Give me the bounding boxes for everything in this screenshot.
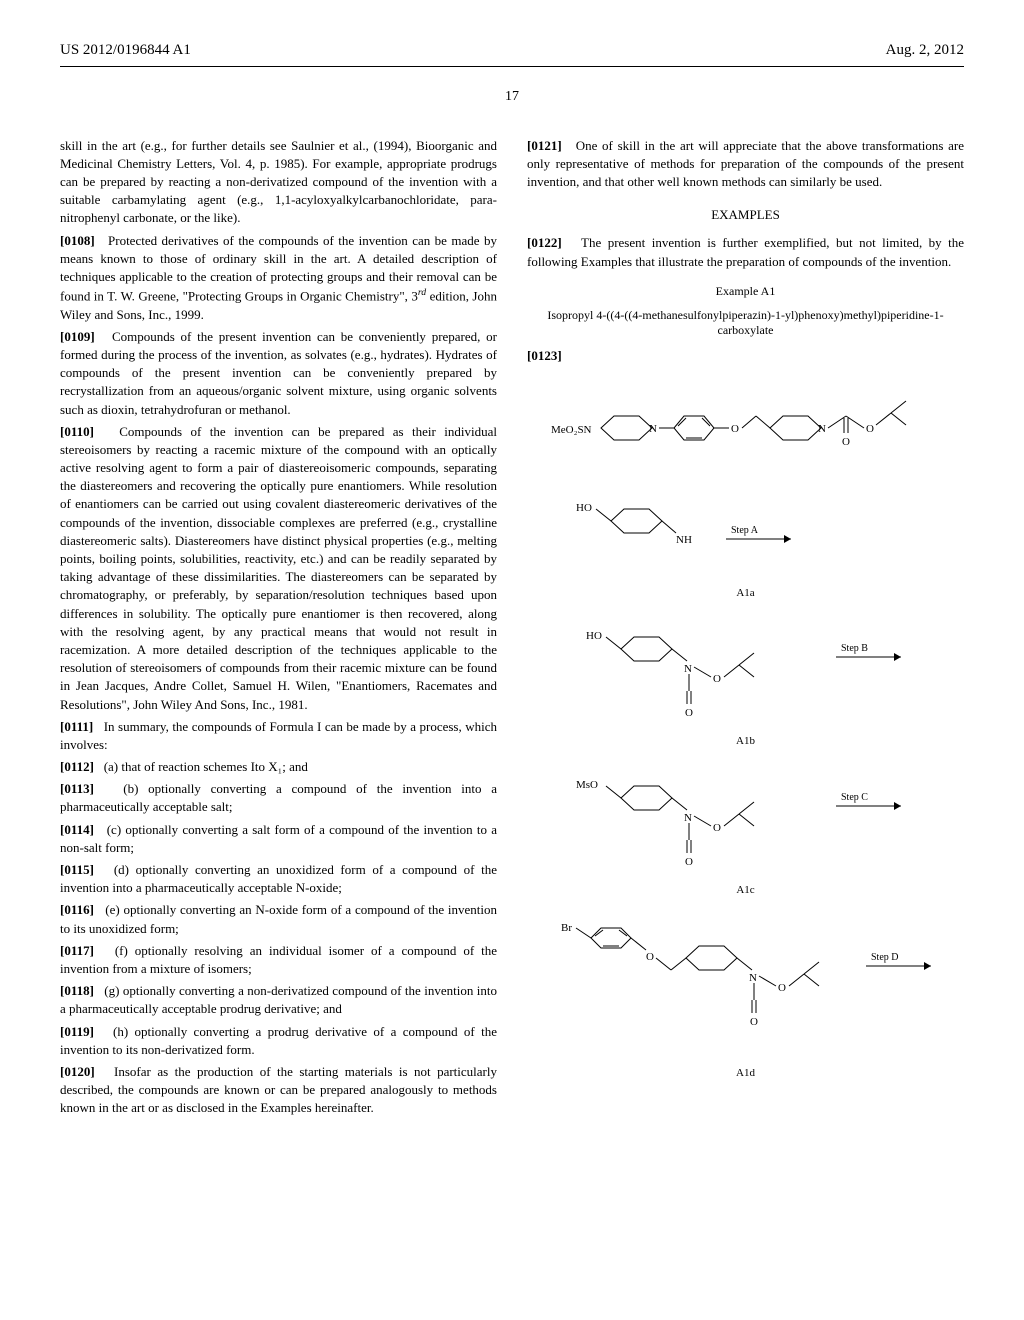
para-num-0108: [0108] [60, 233, 95, 248]
examples-header: EXAMPLES [527, 206, 964, 224]
svg-text:O: O [646, 951, 654, 963]
para-text-0113: (b) optionally converting a compound of … [60, 781, 497, 814]
para-num-0113: [0113] [60, 781, 94, 796]
svg-text:O: O [842, 436, 850, 448]
diagram-a1a: HO NH Step A A1a [527, 491, 964, 601]
svg-text:O: O [685, 707, 693, 719]
para-text-0111: In summary, the compounds of Formula I c… [60, 719, 497, 752]
svg-text:O: O [713, 822, 721, 834]
para-num-0119: [0119] [60, 1024, 94, 1039]
para-text-0121: One of skill in the art will appreciate … [527, 138, 964, 189]
para-text-0110: Compounds of the invention can be prepar… [60, 424, 497, 712]
paragraph-0112: [0112] (a) that of reaction schemes Ito … [60, 758, 497, 776]
para-text-0114: (c) optionally converting a salt form of… [60, 822, 497, 855]
paragraph-0120: [0120] Insofar as the production of the … [60, 1063, 497, 1118]
publication-number: US 2012/0196844 A1 [60, 40, 191, 61]
paragraph-0118: [0118] (g) optionally converting a non-d… [60, 982, 497, 1018]
para-text-0117: (f) optionally resolving an individual i… [60, 943, 497, 976]
paragraph-0122: [0122] The present invention is further … [527, 234, 964, 270]
content-columns: skill in the art (e.g., for further deta… [60, 137, 964, 1122]
diagram-a1b: HO N O O [527, 619, 964, 749]
svg-text:Step A: Step A [731, 525, 759, 536]
label-a1b: A1b [527, 734, 964, 749]
label-a1d: A1d [527, 1066, 964, 1081]
para-num-0111: [0111] [60, 719, 93, 734]
page-number: 17 [60, 87, 964, 107]
diagram-a1d: Br O N [527, 916, 964, 1081]
para-num-0120: [0120] [60, 1064, 95, 1079]
svg-text:O: O [866, 423, 874, 435]
paragraph-0108: [0108] Protected derivatives of the comp… [60, 232, 497, 324]
paragraph-0121: [0121] One of skill in the art will appr… [527, 137, 964, 192]
svg-text:Step B: Step B [841, 643, 868, 654]
para-num-0118: [0118] [60, 983, 94, 998]
para-num-0109: [0109] [60, 329, 95, 344]
para-text-0116: (e) optionally converting an N-oxide for… [60, 902, 497, 935]
svg-text:NH: NH [676, 534, 692, 546]
para-num-0112: [0112] [60, 759, 94, 774]
svg-text:N: N [649, 423, 657, 435]
para-num-0122: [0122] [527, 235, 562, 250]
para-num-0114: [0114] [60, 822, 94, 837]
svg-text:O: O [750, 1016, 758, 1028]
paragraph-0110: [0110] Compounds of the invention can be… [60, 423, 497, 714]
para-text-0119: (h) optionally converting a prodrug deri… [60, 1024, 497, 1057]
right-column: [0121] One of skill in the art will appr… [527, 137, 964, 1122]
svg-text:Step D: Step D [871, 952, 899, 963]
svg-text:N: N [684, 663, 692, 675]
paragraph-0116: [0116] (e) optionally converting an N-ox… [60, 901, 497, 937]
para-text-0120: Insofar as the production of the startin… [60, 1064, 497, 1115]
paragraph-0109: [0109] Compounds of the present inventio… [60, 328, 497, 419]
svg-text:HO: HO [576, 502, 592, 514]
svg-text:N: N [749, 972, 757, 984]
paragraph-0123: [0123] [527, 347, 964, 365]
page-header: US 2012/0196844 A1 Aug. 2, 2012 [60, 40, 964, 67]
paragraph-0111: [0111] In summary, the compounds of Form… [60, 718, 497, 754]
left-column: skill in the art (e.g., for further deta… [60, 137, 497, 1122]
svg-text:N: N [684, 812, 692, 824]
svg-text:N: N [818, 423, 826, 435]
para-text-0109: Compounds of the present invention can b… [60, 329, 497, 417]
svg-text:Step C: Step C [841, 792, 868, 803]
diagram-a1c: MsO N O O [527, 768, 964, 898]
svg-text:O: O [778, 982, 786, 994]
svg-text:MsO: MsO [576, 779, 598, 791]
publication-date: Aug. 2, 2012 [886, 40, 964, 61]
paragraph-0119: [0119] (h) optionally converting a prodr… [60, 1023, 497, 1059]
svg-text:O: O [685, 856, 693, 868]
label-a1c: A1c [527, 883, 964, 898]
example-a1-header: Example A1 [527, 283, 964, 300]
compound-title: Isopropyl 4-((4-((4-methanesulfonylpiper… [527, 308, 964, 339]
paragraph-0117: [0117] (f) optionally resolving an indiv… [60, 942, 497, 978]
para-text-0112: (a) that of reaction schemes Ito X₁; and [104, 759, 308, 774]
chemistry-diagrams: MeO₂SN N O [527, 383, 964, 1082]
paragraph-0114: [0114] (c) optionally converting a salt … [60, 821, 497, 857]
paragraph-0115: [0115] (d) optionally converting an unox… [60, 861, 497, 897]
paragraph-0113: [0113] (b) optionally converting a compo… [60, 780, 497, 816]
svg-text:O: O [731, 423, 739, 435]
para-num-0115: [0115] [60, 862, 94, 877]
svg-text:HO: HO [586, 630, 602, 642]
para-num-0116: [0116] [60, 902, 94, 917]
label-meo2sn: MeO₂SN [551, 424, 592, 436]
para-num-0121: [0121] [527, 138, 562, 153]
svg-text:O: O [713, 673, 721, 685]
paragraph-intro: skill in the art (e.g., for further deta… [60, 137, 497, 228]
svg-text:Br: Br [561, 922, 572, 934]
para-text-0115: (d) optionally converting an unoxidized … [60, 862, 497, 895]
para-text-0118: (g) optionally converting a non-derivati… [60, 983, 497, 1016]
para-num-0117: [0117] [60, 943, 94, 958]
para-text-0122: The present invention is further exempli… [527, 235, 964, 268]
diagram-product: MeO₂SN N O [527, 383, 964, 473]
label-a1a: A1a [527, 586, 964, 601]
para-num-0123: [0123] [527, 348, 562, 363]
para-num-0110: [0110] [60, 424, 94, 439]
